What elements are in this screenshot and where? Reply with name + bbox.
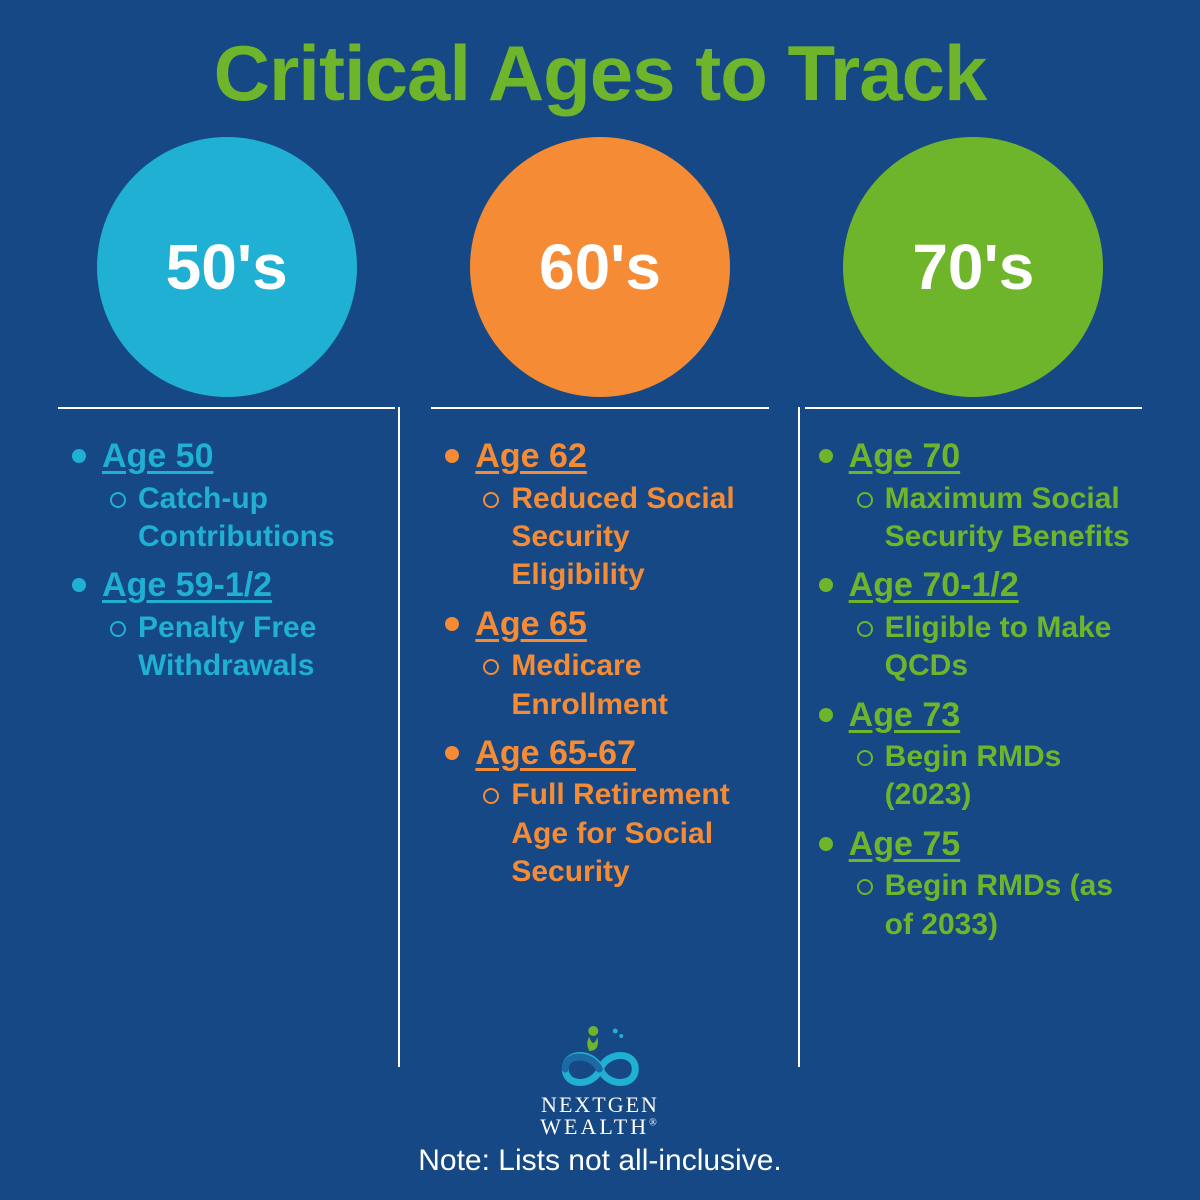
sub-item: Begin RMDs (as of 2033) (849, 867, 1142, 944)
age-label: Age 65 (475, 605, 587, 643)
sub-item: Catch-up Contributions (102, 480, 395, 557)
brand-name: NEXTGEN WEALTH® (540, 1094, 659, 1138)
column-60s: Age 62 Reduced Social Security Eligibili… (413, 407, 786, 1067)
sub-list: Maximum Social Security Benefits (849, 480, 1142, 557)
decade-circles-row: 50's 60's 70's (0, 137, 1200, 397)
age-label: Age 70-1/2 (849, 566, 1019, 604)
sub-list: Catch-up Contributions (102, 480, 395, 557)
age-label: Age 73 (849, 696, 961, 734)
list-item: Age 70 Maximum Social Security Benefits (815, 435, 1142, 556)
sub-item: Begin RMDs (2023) (849, 738, 1142, 815)
divider-vertical (398, 407, 400, 1067)
column-70s: Age 70 Maximum Social Security Benefits … (787, 407, 1160, 1067)
infinity-icon (545, 1021, 655, 1091)
sub-list: Begin RMDs (as of 2033) (849, 867, 1142, 944)
age-label: Age 59-1/2 (102, 566, 272, 604)
list-item: Age 70-1/2 Eligible to Make QCDs (815, 564, 1142, 685)
brand-line2: WEALTH® (540, 1116, 659, 1138)
age-label: Age 70 (849, 437, 961, 475)
footer-note: Note: Lists not all-inclusive. (0, 1144, 1200, 1178)
sub-item: Medicare Enrollment (475, 647, 768, 724)
decade-circle-50s: 50's (97, 137, 357, 397)
age-label: Age 65-67 (475, 734, 636, 772)
sub-item: Eligible to Make QCDs (849, 609, 1142, 686)
age-label: Age 75 (849, 825, 961, 863)
decade-circle-70s: 70's (843, 137, 1103, 397)
column-50s: Age 50 Catch-up Contributions Age 59-1/2… (40, 407, 413, 1067)
sub-item: Penalty Free Withdrawals (102, 609, 395, 686)
decade-circle-60s: 60's (470, 137, 730, 397)
list-item: Age 75 Begin RMDs (as of 2033) (815, 823, 1142, 944)
sub-item: Maximum Social Security Benefits (849, 480, 1142, 557)
divider-horizontal (431, 407, 768, 409)
sub-item: Reduced Social Security Eligibility (475, 480, 768, 595)
sub-list: Eligible to Make QCDs (849, 609, 1142, 686)
sub-item: Full Retirement Age for Social Security (475, 776, 768, 891)
list-item: Age 59-1/2 Penalty Free Withdrawals (68, 564, 395, 685)
list-70s: Age 70 Maximum Social Security Benefits … (815, 435, 1142, 944)
list-item: Age 65 Medicare Enrollment (441, 603, 768, 724)
divider-horizontal (805, 407, 1142, 409)
list-item: Age 62 Reduced Social Security Eligibili… (441, 435, 768, 595)
sub-list: Full Retirement Age for Social Security (475, 776, 768, 891)
brand-line1: NEXTGEN (540, 1094, 659, 1116)
sub-list: Reduced Social Security Eligibility (475, 480, 768, 595)
sub-list: Begin RMDs (2023) (849, 738, 1142, 815)
list-item: Age 65-67 Full Retirement Age for Social… (441, 732, 768, 892)
columns-container: Age 50 Catch-up Contributions Age 59-1/2… (0, 407, 1200, 1067)
age-label: Age 62 (475, 437, 587, 475)
sub-list: Penalty Free Withdrawals (102, 609, 395, 686)
age-label: Age 50 (102, 437, 214, 475)
divider-horizontal (58, 407, 395, 409)
list-item: Age 50 Catch-up Contributions (68, 435, 395, 556)
brand-logo: NEXTGEN WEALTH® (540, 1021, 659, 1138)
sub-list: Medicare Enrollment (475, 647, 768, 724)
list-60s: Age 62 Reduced Social Security Eligibili… (441, 435, 768, 892)
list-item: Age 73 Begin RMDs (2023) (815, 694, 1142, 815)
list-50s: Age 50 Catch-up Contributions Age 59-1/2… (68, 435, 395, 686)
page-title: Critical Ages to Track (0, 0, 1200, 119)
